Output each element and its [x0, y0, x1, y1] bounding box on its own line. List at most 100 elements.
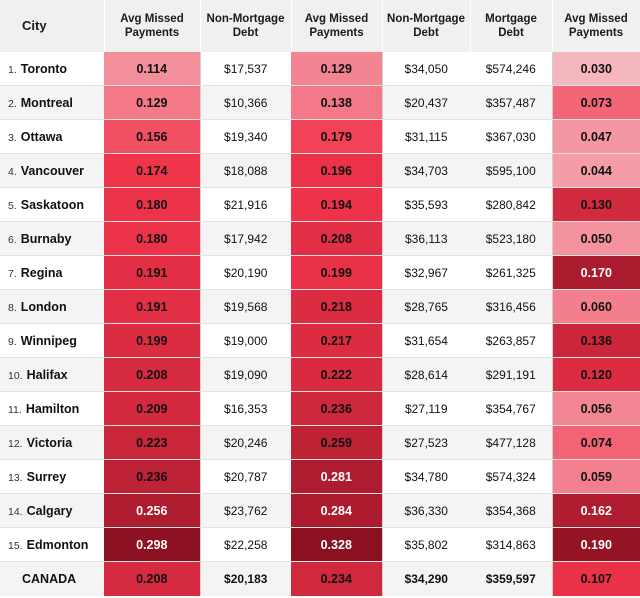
non-mortgage-debt-1-cell: $19,568: [199, 289, 291, 324]
rank-number: 11.: [8, 403, 22, 416]
table-row: 14. Calgary 0.256 $23,762 0.284 $36,330 $354,3…: [0, 493, 640, 528]
table-row: 5. Saskatoon 0.180 $21,916 0.194 $35,593 $280,…: [0, 187, 640, 222]
avg-missed-3-cell: 0.044: [551, 153, 640, 188]
non-mortgage-debt-2-cell: $27,119: [381, 391, 470, 426]
avg-missed-1-cell: 0.236: [104, 459, 200, 494]
avg-missed-3-cell: 0.073: [551, 85, 640, 120]
rank-number: 8.: [8, 301, 17, 314]
non-mortgage-debt-1-cell: $20,787: [199, 459, 291, 494]
avg-missed-1-cell: 0.199: [104, 323, 200, 358]
non-mortgage-debt-2-cell: $32,967: [381, 255, 470, 290]
non-mortgage-debt-2-cell: $34,050: [381, 52, 470, 86]
table-row: 3. Ottawa 0.156 $19,340 0.179 $31,115 $367,030…: [0, 119, 640, 154]
city-cell: 2. Montreal: [0, 85, 104, 120]
avg-missed-1-cell: 0.191: [104, 255, 200, 290]
non-mortgage-debt-1-cell: $21,916: [199, 187, 291, 222]
city-name: Halifax: [26, 367, 68, 382]
non-mortgage-debt-1-cell: $20,246: [199, 425, 291, 460]
city-cell: 13. Surrey: [0, 459, 104, 494]
avg-missed-1-cell: 0.223: [104, 425, 200, 460]
avg-missed-2-cell: 0.218: [291, 289, 382, 324]
city-name: Burnaby: [20, 231, 72, 246]
mortgage-debt-cell: $359,597: [470, 561, 552, 596]
city-cell: 15. Edmonton: [0, 527, 104, 562]
mortgage-debt-cell: $595,100: [470, 153, 552, 188]
avg-missed-2-cell: 0.129: [291, 52, 382, 86]
avg-missed-3-cell: 0.030: [551, 52, 640, 86]
non-mortgage-debt-1-cell: $17,537: [199, 52, 291, 86]
avg-missed-3-cell: 0.162: [551, 493, 640, 528]
header-avg-missed-1: Avg Missed Payments: [104, 0, 201, 52]
mortgage-debt-cell: $314,863: [470, 527, 552, 562]
rank-number: 1.: [8, 63, 17, 76]
city-name: Calgary: [26, 503, 73, 518]
non-mortgage-debt-1-cell: $19,340: [199, 119, 291, 154]
city-cell: 3. Ottawa: [0, 119, 104, 154]
avg-missed-3-cell: 0.190: [551, 527, 640, 562]
avg-missed-3-cell: 0.059: [551, 459, 640, 494]
non-mortgage-debt-2-cell: $28,614: [381, 357, 470, 392]
non-mortgage-debt-2-cell: $31,115: [381, 119, 470, 154]
avg-missed-1-cell: 0.180: [104, 221, 200, 256]
non-mortgage-debt-1-cell: $23,762: [199, 493, 291, 528]
avg-missed-2-cell: 0.259: [291, 425, 382, 460]
mortgage-debt-cell: $477,128: [470, 425, 552, 460]
city-cell: 11. Hamilton: [0, 391, 104, 426]
table-row: 8. London 0.191 $19,568 0.218 $28,765 $316,456…: [0, 289, 640, 324]
city-name: CANADA: [22, 572, 77, 586]
non-mortgage-debt-1-cell: $19,000: [199, 323, 291, 358]
table-row: 1. Toronto 0.114 $17,537 0.129 $34,050 $574,24…: [0, 52, 640, 86]
city-cell: 1. Toronto: [0, 52, 104, 86]
mortgage-debt-cell: $367,030: [470, 119, 552, 154]
table-row: 9. Winnipeg 0.199 $19,000 0.217 $31,654 $263,8…: [0, 323, 640, 358]
table-row: 4. Vancouver 0.174 $18,088 0.196 $34,703 $595,…: [0, 153, 640, 188]
non-mortgage-debt-1-cell: $20,190: [199, 255, 291, 290]
non-mortgage-debt-2-cell: $34,290: [381, 561, 470, 596]
non-mortgage-debt-2-cell: $31,654: [381, 323, 470, 358]
header-city: City: [0, 0, 105, 52]
city-cell: CANADA: [0, 561, 104, 596]
mortgage-debt-cell: $263,857: [470, 323, 552, 358]
city-name: London: [20, 299, 67, 314]
mortgage-debt-cell: $354,767: [470, 391, 552, 426]
table-row: 10. Halifax 0.208 $19,090 0.222 $28,614 $291,1…: [0, 357, 640, 392]
non-mortgage-debt-2-cell: $28,765: [381, 289, 470, 324]
non-mortgage-debt-1-cell: $17,942: [199, 221, 291, 256]
rank-number: 9.: [8, 335, 17, 348]
non-mortgage-debt-1-cell: $20,183: [199, 561, 291, 596]
rank-number: 2.: [8, 97, 17, 110]
avg-missed-1-cell: 0.114: [104, 52, 200, 86]
city-cell: 9. Winnipeg: [0, 323, 104, 358]
mortgage-debt-cell: $574,246: [470, 52, 552, 86]
table-row: 13. Surrey 0.236 $20,787 0.281 $34,780 $574,32…: [0, 459, 640, 494]
table-row: 15. Edmonton 0.298 $22,258 0.328 $35,802 $314,…: [0, 527, 640, 562]
non-mortgage-debt-2-cell: $20,437: [381, 85, 470, 120]
avg-missed-3-cell: 0.047: [551, 119, 640, 154]
city-cell: 6. Burnaby: [0, 221, 104, 256]
city-name: Vancouver: [20, 163, 84, 178]
city-name: Victoria: [26, 435, 73, 450]
avg-missed-1-cell: 0.174: [104, 153, 200, 188]
avg-missed-3-cell: 0.056: [551, 391, 640, 426]
avg-missed-1-cell: 0.156: [104, 119, 200, 154]
avg-missed-1-cell: 0.191: [104, 289, 200, 324]
non-mortgage-debt-2-cell: $27,523: [381, 425, 470, 460]
avg-missed-1-cell: 0.129: [104, 85, 200, 120]
avg-missed-2-cell: 0.284: [291, 493, 382, 528]
avg-missed-3-cell: 0.170: [551, 255, 640, 290]
table-row: 2. Montreal 0.129 $10,366 0.138 $20,437 $357,4…: [0, 85, 640, 120]
city-cell: 14. Calgary: [0, 493, 104, 528]
avg-missed-2-cell: 0.236: [291, 391, 382, 426]
avg-missed-1-cell: 0.208: [104, 357, 200, 392]
non-mortgage-debt-2-cell: $35,802: [381, 527, 470, 562]
header-non-mortgage-debt-2: Non-Mortgage Debt: [382, 0, 471, 52]
non-mortgage-debt-1-cell: $22,258: [199, 527, 291, 562]
city-name: Ottawa: [20, 129, 63, 144]
avg-missed-2-cell: 0.234: [291, 561, 382, 596]
table-row: 11. Hamilton 0.209 $16,353 0.236 $27,119 $354,…: [0, 391, 640, 426]
avg-missed-2-cell: 0.194: [291, 187, 382, 222]
city-name: Regina: [20, 265, 63, 280]
city-name: Toronto: [20, 61, 68, 76]
avg-missed-2-cell: 0.199: [291, 255, 382, 290]
rank-number: 13.: [8, 471, 23, 484]
